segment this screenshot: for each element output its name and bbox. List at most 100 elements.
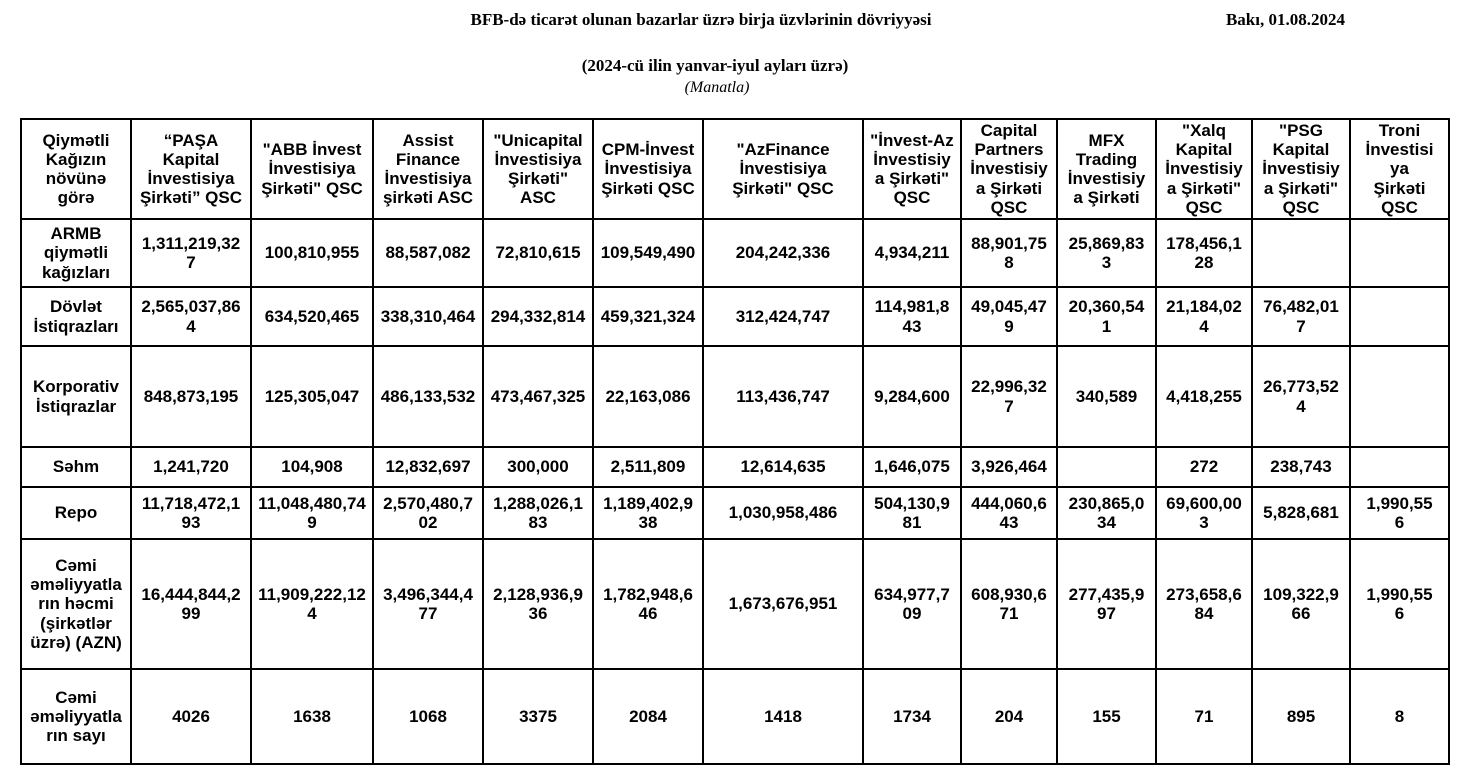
table-cell: 444,060,643 (960, 486, 1058, 541)
table-cell: 8 (1349, 668, 1450, 766)
table-cell: 2084 (592, 668, 704, 766)
table-cell: 238,743 (1251, 446, 1351, 489)
column-header: "Unicapital İnvestisiya Şirkəti" ASC (482, 117, 594, 221)
table-cell: 1,990,556 (1349, 538, 1450, 671)
turnover-table: Qiymətli Kağızın növünə görə “PAŞA Kapita… (20, 117, 1450, 766)
table-cell: 11,048,480,749 (250, 486, 374, 541)
corner-header: Qiymətli Kağızın növünə görə (20, 117, 132, 221)
table-cell: 100,810,955 (250, 218, 374, 289)
table-cell: 125,305,047 (250, 345, 374, 449)
column-header: Troni İnvestisiya Şirkəti QSC (1349, 117, 1450, 221)
table-cell: 204,242,336 (702, 218, 864, 289)
table-cell: 104,908 (250, 446, 374, 489)
table-row: Cəmi əməliyyatların sayı 4026 1638 1068 3375… (20, 668, 1450, 766)
table-cell: 12,614,635 (702, 446, 864, 489)
row-label: Korporativ İstiqrazlar (20, 345, 132, 449)
column-header: CPM-İnvest İnvestisiya Şirkəti QSC (592, 117, 704, 221)
table-cell: 20,360,541 (1056, 286, 1157, 348)
table-cell: 1418 (702, 668, 864, 766)
table-cell: 16,444,844,299 (130, 538, 252, 671)
table-cell: 25,869,833 (1056, 218, 1157, 289)
table-cell: 114,981,843 (862, 286, 962, 348)
table-cell: 1,030,958,486 (702, 486, 864, 541)
table-cell: 1734 (862, 668, 962, 766)
table-cell: 5,828,681 (1251, 486, 1351, 541)
table-cell: 2,570,480,702 (372, 486, 484, 541)
table-cell: 12,832,697 (372, 446, 484, 489)
table-row: Korporativ İstiqrazlar 848,873,195 125,305… (20, 345, 1450, 449)
table-cell (1349, 218, 1450, 289)
table-cell: 109,322,966 (1251, 538, 1351, 671)
table-cell: 486,133,532 (372, 345, 484, 449)
column-header: "PSG Kapital İnvestisiya Şirkəti" QSC (1251, 117, 1351, 221)
table-cell: 3,496,344,477 (372, 538, 484, 671)
table-cell: 76,482,017 (1251, 286, 1351, 348)
row-label: ARMB qiymətli kağızları (20, 218, 132, 289)
table-cell: 272 (1155, 446, 1253, 489)
table-cell: 1,646,075 (862, 446, 962, 489)
table-cell: 1,673,676,951 (702, 538, 864, 671)
row-label: Dövlət İstiqrazları (20, 286, 132, 348)
column-header: Capital Partners İnvestisiya Şirkəti QSC (960, 117, 1058, 221)
report-period-subtitle: (2024-cü ilin yanvar-iyul ayları üzrə) (581, 56, 849, 75)
table-cell: 1,990,556 (1349, 486, 1450, 541)
table-cell: 3375 (482, 668, 594, 766)
table-cell: 204 (960, 668, 1058, 766)
table-cell: 26,773,524 (1251, 345, 1351, 449)
table-cell: 72,810,615 (482, 218, 594, 289)
table-cell: 49,045,479 (960, 286, 1058, 348)
table-cell: 312,424,747 (702, 286, 864, 348)
table-cell: 1638 (250, 668, 374, 766)
table-cell: 4,418,255 (1155, 345, 1253, 449)
table-cell: 1068 (372, 668, 484, 766)
table-cell: 504,130,981 (862, 486, 962, 541)
table-cell (1349, 345, 1450, 449)
table-cell (1251, 218, 1351, 289)
table-cell: 895 (1251, 668, 1351, 766)
table-cell: 4026 (130, 668, 252, 766)
table-cell: 634,977,709 (862, 538, 962, 671)
column-header: "AzFinance İnvestisiya Şirkəti" QSC (702, 117, 864, 221)
table-cell: 277,435,997 (1056, 538, 1157, 671)
table-cell: 155 (1056, 668, 1157, 766)
table-cell: 22,996,327 (960, 345, 1058, 449)
column-header: Assist Finance İnvestisiya şirkəti ASC (372, 117, 484, 221)
table-cell: 9,284,600 (862, 345, 962, 449)
table-row: Cəmi əməliyyatların həcmi (şirkətlər üzr… (20, 538, 1450, 671)
table-cell: 634,520,465 (250, 286, 374, 348)
table-row: Repo 11,718,472,193 11,048,480,749 2,570,48… (20, 486, 1450, 541)
table-cell: 848,873,195 (130, 345, 252, 449)
table-cell: 300,000 (482, 446, 594, 489)
table-cell: 69,600,003 (1155, 486, 1253, 541)
currency-unit-note: (Manatla) (684, 79, 750, 96)
page-title: BFB-də ticarət olunan bazarlar üzrə birj… (470, 10, 932, 29)
table-cell: 11,909,222,124 (250, 538, 374, 671)
table-cell: 113,436,747 (702, 345, 864, 449)
table-cell: 608,930,671 (960, 538, 1058, 671)
table-cell (1349, 286, 1450, 348)
table-cell (1349, 446, 1450, 489)
column-header: “PAŞA Kapital İnvestisiya Şirkəti” QSC (130, 117, 252, 221)
table-cell: 4,934,211 (862, 218, 962, 289)
table-row: ARMB qiymətli kağızları 1,311,219,327 100,… (20, 218, 1450, 289)
table-cell: 1,189,402,938 (592, 486, 704, 541)
table-cell: 2,565,037,864 (130, 286, 252, 348)
table-cell: 1,241,720 (130, 446, 252, 489)
table-cell: 11,718,472,193 (130, 486, 252, 541)
table-cell: 2,511,809 (592, 446, 704, 489)
table-cell: 294,332,814 (482, 286, 594, 348)
column-header: "ABB İnvest İnvestisiya Şirkəti" QSC (250, 117, 374, 221)
table-cell: 88,587,082 (372, 218, 484, 289)
table-cell: 473,467,325 (482, 345, 594, 449)
row-label: Cəmi əməliyyatların sayı (20, 668, 132, 766)
row-label: Cəmi əməliyyatların həcmi (şirkətlər üzr… (20, 538, 132, 671)
table-cell: 1,782,948,646 (592, 538, 704, 671)
table-cell: 178,456,128 (1155, 218, 1253, 289)
table-cell: 21,184,024 (1155, 286, 1253, 348)
table-cell: 459,321,324 (592, 286, 704, 348)
table-row: Səhm 1,241,720 104,908 12,832,697 300,000 2,5… (20, 446, 1450, 489)
row-label: Repo (20, 486, 132, 541)
table-cell: 22,163,086 (592, 345, 704, 449)
report-date: Bakı, 01.08.2024 (1225, 10, 1345, 29)
column-header: "İnvest-Az İnvestisiya Şirkəti" QSC (862, 117, 962, 221)
